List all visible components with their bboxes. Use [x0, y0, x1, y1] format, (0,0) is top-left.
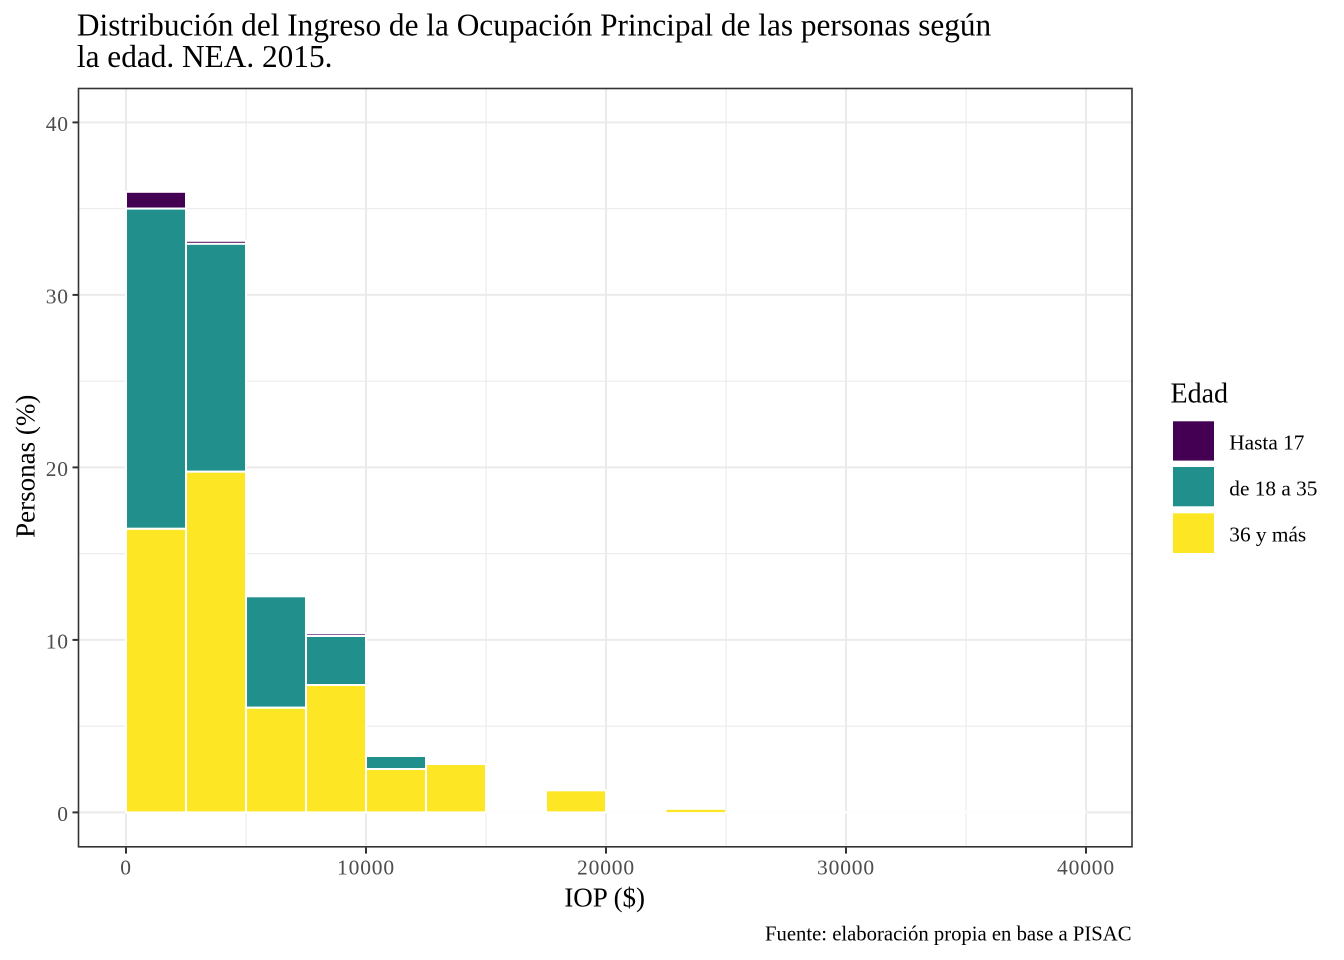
svg-text:20000: 20000 [577, 856, 635, 880]
svg-text:0: 0 [120, 856, 132, 880]
svg-text:Fuente: elaboración propia en: Fuente: elaboración propia en base a PIS… [765, 924, 1132, 946]
svg-text:30000: 30000 [817, 856, 875, 880]
svg-text:36 y más: 36 y más [1229, 523, 1306, 547]
svg-text:40000: 40000 [1057, 856, 1115, 880]
svg-text:Distribución del Ingreso de la: Distribución del Ingreso de la Ocupación… [77, 8, 992, 43]
svg-text:30: 30 [46, 285, 69, 309]
svg-text:Hasta 17: Hasta 17 [1229, 430, 1304, 454]
svg-text:40: 40 [46, 112, 69, 136]
svg-text:IOP ($): IOP ($) [564, 882, 645, 912]
svg-text:0: 0 [57, 802, 68, 826]
svg-text:Edad: Edad [1171, 379, 1229, 410]
svg-text:10000: 10000 [337, 856, 395, 880]
svg-text:20: 20 [46, 457, 69, 481]
svg-text:de 18 a 35: de 18 a 35 [1229, 476, 1317, 500]
svg-text:10: 10 [46, 630, 69, 654]
svg-text:Personas (%): Personas (%) [10, 395, 40, 538]
svg-text:la edad. NEA. 2015.: la edad. NEA. 2015. [77, 39, 333, 74]
